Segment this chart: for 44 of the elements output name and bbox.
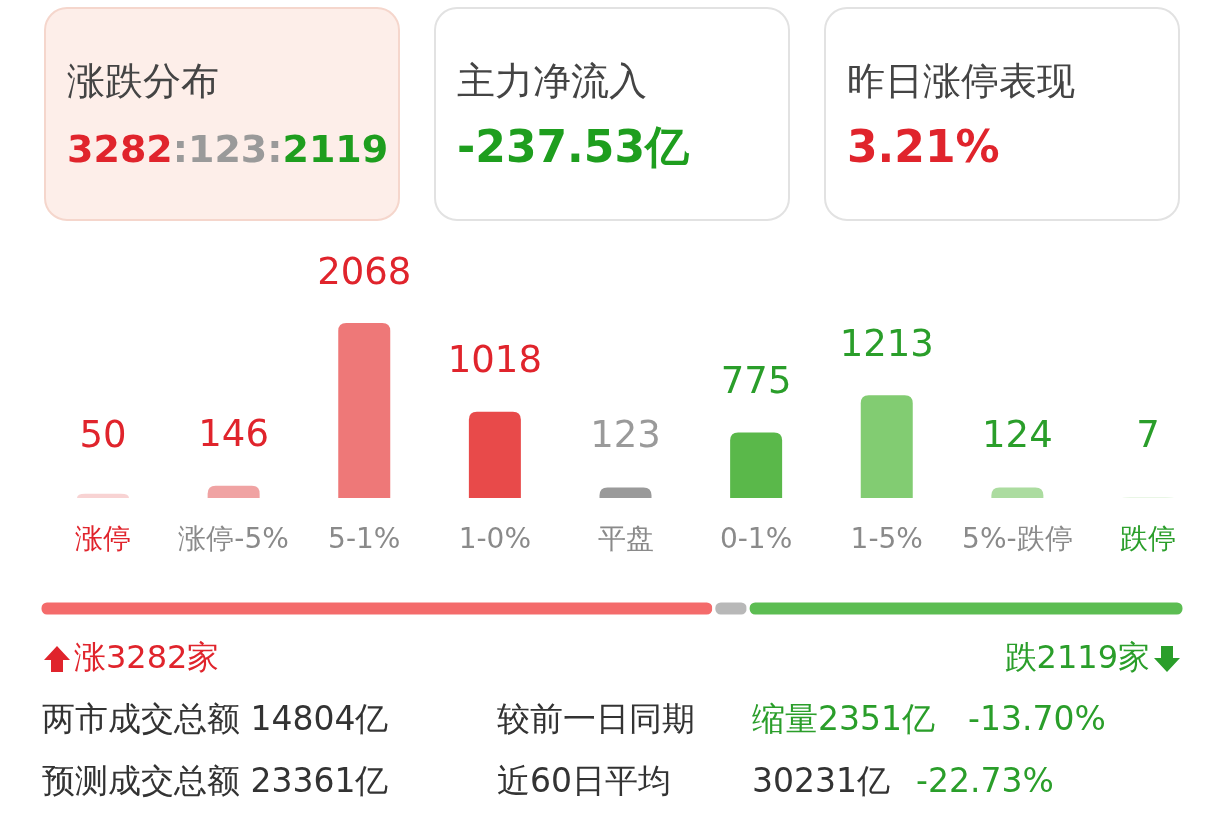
bar	[991, 487, 1044, 498]
data-label: 124	[982, 412, 1053, 456]
text: -13.70%	[968, 699, 1106, 738]
text: 主力净流入	[457, 59, 647, 103]
text: 3282	[67, 127, 173, 171]
x-tick-label: 5-1%	[328, 522, 401, 555]
data-label: 50	[79, 412, 127, 456]
bar	[77, 493, 129, 498]
x-tick-label: 5%-跌停	[962, 522, 1073, 555]
text: :123:	[172, 127, 283, 171]
text: 3.21%	[847, 121, 1000, 172]
text: 30231亿	[752, 761, 890, 800]
text: 两市成交总额 14804亿	[42, 699, 389, 738]
data-label: 123	[590, 412, 661, 456]
text: 涨跌分布	[67, 59, 219, 103]
text: -22.73%	[916, 761, 1054, 800]
data-label: 775	[720, 358, 792, 402]
text: 涨3282家	[74, 638, 220, 676]
x-tick-label: 平盘	[597, 522, 654, 555]
data-label: 7	[1136, 412, 1160, 456]
text: 跌2119家	[1004, 638, 1150, 676]
data-label: 1213	[839, 321, 934, 365]
bar	[860, 395, 913, 498]
bar	[468, 411, 521, 498]
bar	[207, 485, 260, 498]
bar	[599, 487, 652, 498]
data-label: 2068	[317, 249, 412, 293]
text: 近60日平均	[497, 761, 671, 800]
bar	[338, 323, 391, 498]
text: 较前一日同期	[497, 699, 695, 738]
data-label: 1018	[447, 338, 542, 382]
text: 昨日涨停表现	[847, 59, 1075, 103]
x-tick-label: 涨停	[75, 522, 131, 555]
x-tick-label: 涨停-5%	[178, 522, 289, 555]
text: 2119	[282, 127, 389, 171]
x-tick-label: 1-0%	[458, 522, 532, 555]
bar	[730, 432, 783, 498]
data-label: 146	[198, 412, 269, 456]
text: -237.53亿	[457, 121, 691, 172]
x-tick-label: 跌停	[1120, 522, 1176, 555]
x-tick-label: 1-5%	[850, 522, 923, 555]
x-tick-label: 0-1%	[719, 522, 793, 555]
text: 预测成交总额 23361亿	[42, 761, 389, 800]
text: 缩量2351亿	[752, 699, 935, 738]
